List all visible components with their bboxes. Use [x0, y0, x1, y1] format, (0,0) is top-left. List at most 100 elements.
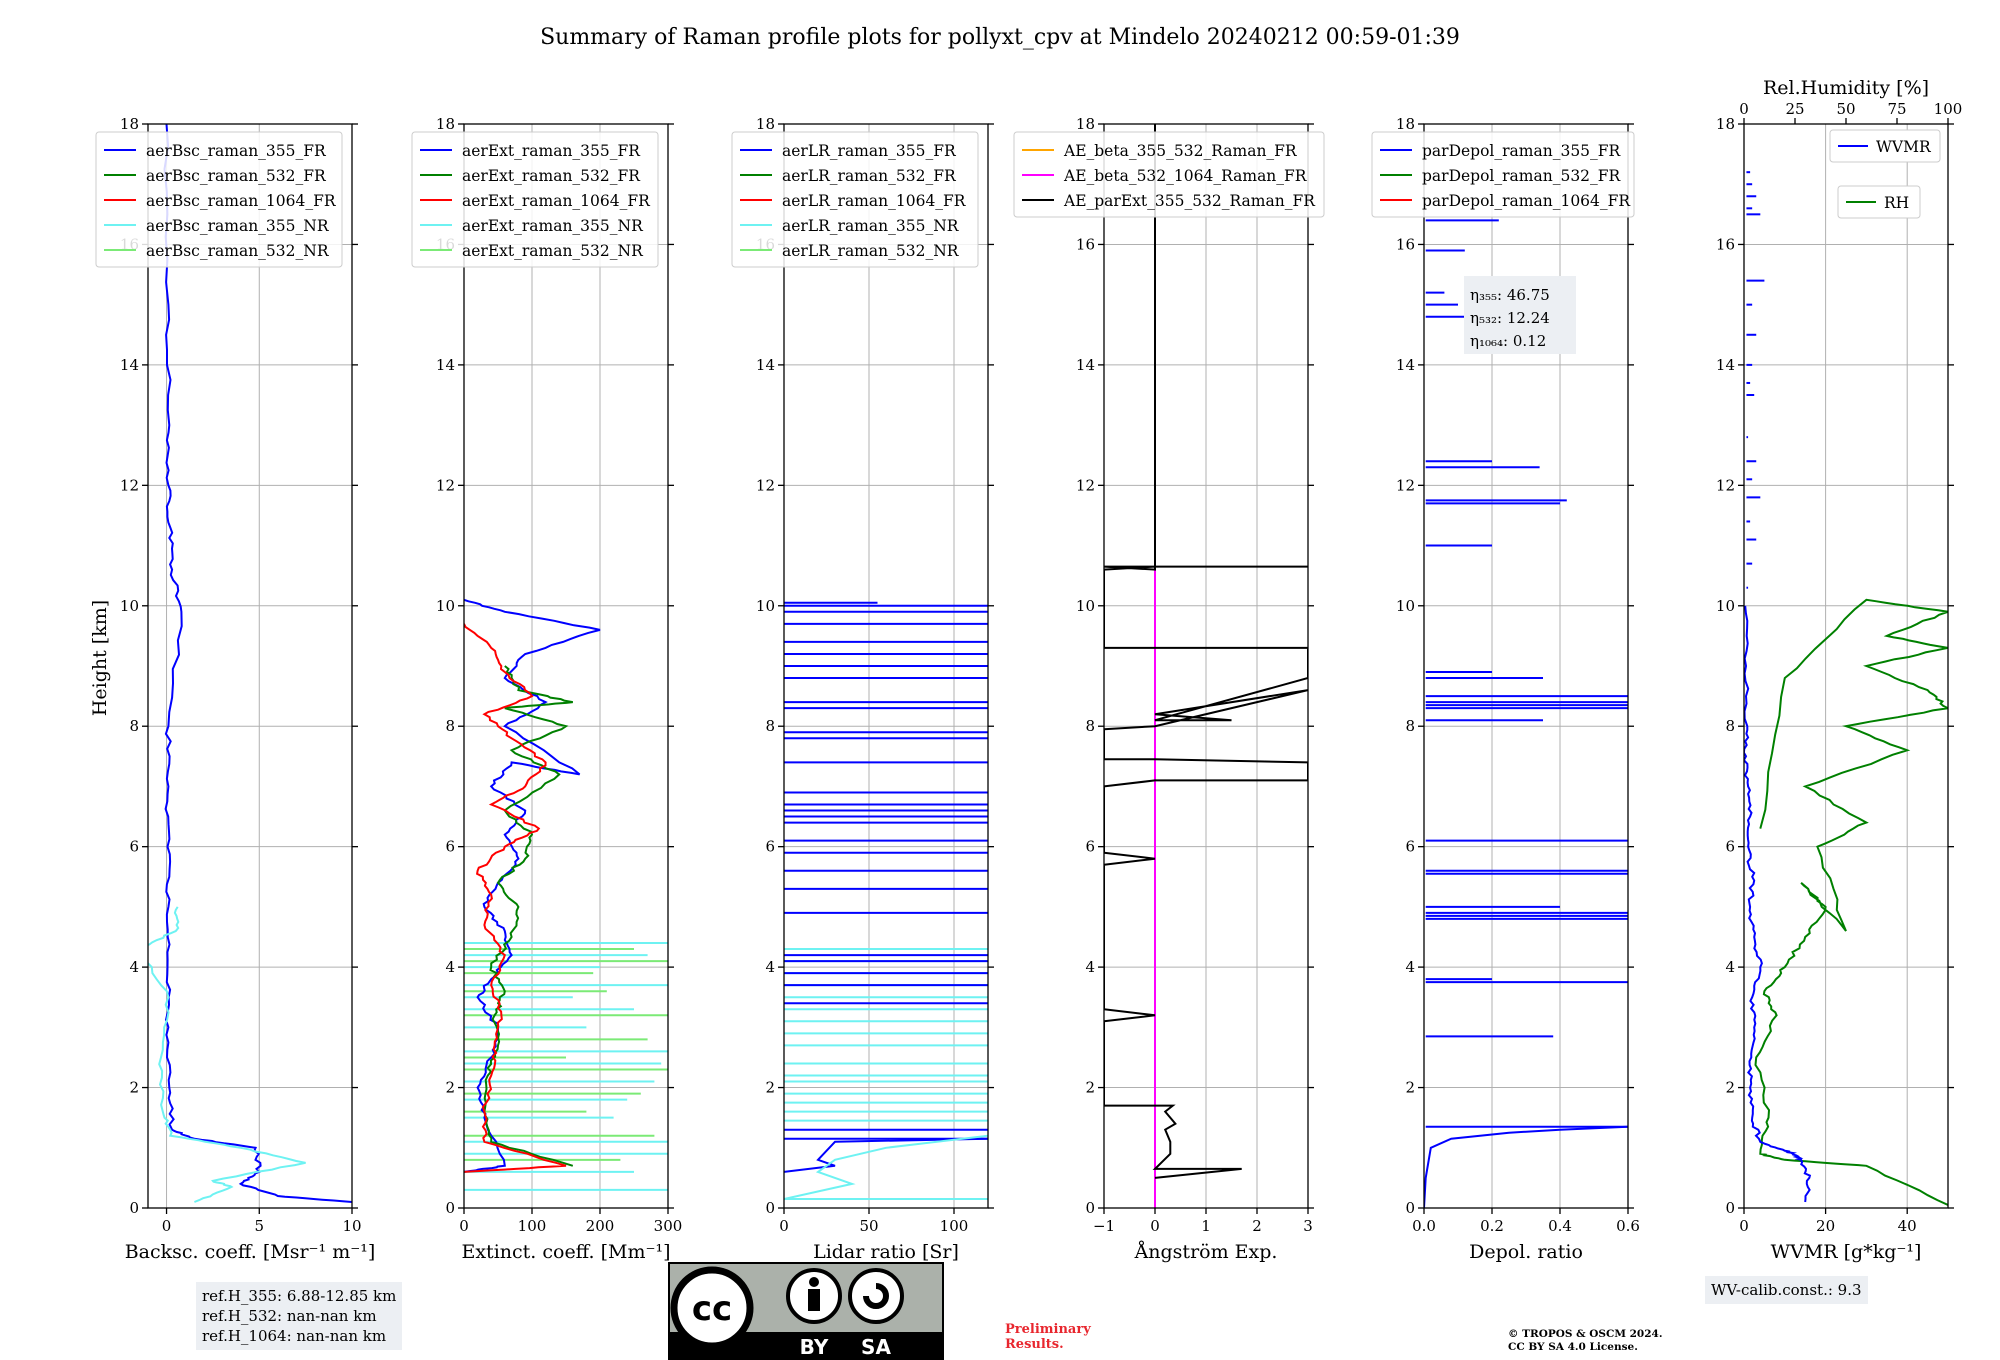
xtick-label: 2: [1252, 1217, 1262, 1235]
ytick-label: 12: [120, 476, 139, 494]
legend-depol: parDepol_raman_355_FR parDepol_raman_532_…: [1371, 131, 1635, 218]
ytick-label: 18: [1076, 115, 1095, 133]
legend-label: aerBsc_raman_532_FR: [146, 167, 327, 185]
series-lr-aerlr-raman-355-nr-profile: [784, 1134, 988, 1200]
ytick-label: 2: [1085, 1079, 1095, 1097]
legend-label: aerExt_raman_1064_FR: [462, 192, 651, 210]
by-person-head: [809, 1277, 819, 1287]
ytick-label: 10: [120, 597, 139, 615]
copyright-line1: © TROPOS & OSCM 2024.: [1508, 1328, 1663, 1340]
x2label-wv: Rel.Humidity [%]: [1763, 77, 1929, 99]
by-label: BY: [800, 1335, 829, 1359]
legend-box: [1371, 131, 1635, 218]
ytick-label: 4: [1725, 958, 1735, 976]
plot-area-lr: [784, 601, 988, 1200]
ytick-label: 4: [765, 958, 775, 976]
xlabel-bsc: Backsc. coeff. [Msr⁻¹ m⁻¹]: [125, 1241, 376, 1263]
preliminary-line1: Preliminary: [1005, 1322, 1091, 1337]
legend-box: [95, 131, 343, 268]
ytick-label: 6: [1405, 838, 1415, 856]
ytick-label: 0: [445, 1199, 455, 1217]
ytick-label: 6: [1725, 838, 1735, 856]
legend-label: aerBsc_raman_355_NR: [146, 217, 330, 235]
ytick-label: 18: [1396, 115, 1415, 133]
ytick-label: 2: [129, 1079, 139, 1097]
series-ext-aerext-raman-1064-fr: [464, 623, 567, 1173]
ref-h-532: ref.H_532: nan-nan km: [202, 1307, 377, 1325]
ref-h-1064: ref.H_1064: nan-nan km: [202, 1327, 387, 1345]
ytick-label: 16: [1716, 235, 1735, 253]
series-lr-aerlr-raman-355-fr-profile: [784, 1137, 988, 1173]
ytick-label: 0: [129, 1199, 139, 1217]
shared-ylabel: Height [km]: [89, 600, 111, 716]
plot-area-depol: [1424, 219, 1628, 1208]
legend-label: aerLR_raman_355_NR: [782, 217, 960, 235]
ytick-label: 0: [765, 1199, 775, 1217]
ytick-label: 6: [445, 838, 455, 856]
xlabel-lr: Lidar ratio [Sr]: [813, 1241, 959, 1263]
legend-wv-0: WVMR: [1829, 129, 1941, 163]
ytick-label: 2: [1405, 1079, 1415, 1097]
series-ext-aerext-raman-532-fr: [483, 665, 574, 1167]
ytick-label: 8: [1085, 717, 1095, 735]
wv-calib-note: WV-calib.const.: 9.3: [1705, 1276, 1868, 1304]
ytick-label: 14: [756, 356, 775, 374]
xtick-label: 10: [342, 1217, 361, 1235]
xlabel-depol: Depol. ratio: [1469, 1241, 1583, 1263]
ytick-label: 8: [129, 717, 139, 735]
legend-label: AE_parExt_355_532_Raman_FR: [1063, 192, 1316, 210]
sa-label: SA: [861, 1335, 891, 1359]
series-wv-wvmr: [1744, 605, 1812, 1203]
xtick-label: 0.4: [1548, 1217, 1572, 1235]
xlabel-wv: WVMR [g*kg⁻¹]: [1771, 1241, 1922, 1263]
legend-label: aerExt_raman_355_NR: [462, 217, 644, 235]
ytick-label: 18: [436, 115, 455, 133]
series-bsc-aerbsc-raman-355-fr: [163, 124, 352, 1203]
ytick-label: 16: [1396, 235, 1415, 253]
xtick-label: 0.0: [1412, 1217, 1436, 1235]
ytick-label: 16: [1076, 235, 1095, 253]
xtick-label: 100: [940, 1217, 969, 1235]
ytick-label: 12: [436, 476, 455, 494]
legend-label: AE_beta_355_532_Raman_FR: [1063, 142, 1298, 160]
ytick-label: 6: [129, 838, 139, 856]
xtick-label: 0: [1150, 1217, 1160, 1235]
ytick-label: 2: [765, 1079, 775, 1097]
ytick-label: 4: [1405, 958, 1415, 976]
panel-depol: 0 2 4 6 8 10 12 14 16 18 0.0 0.2 0.4 0.6 Depol. ratio p…: [1371, 115, 1640, 1263]
xtick-label: 1: [1201, 1217, 1211, 1235]
xtick-label: −1: [1093, 1217, 1115, 1235]
legend-box: [1013, 131, 1325, 218]
xtick-label: 0.2: [1480, 1217, 1504, 1235]
xtick-label: 200: [586, 1217, 615, 1235]
ytick-label: 18: [120, 115, 139, 133]
series-ae-ae-parext-355-532-raman-fr: [1104, 124, 1308, 1179]
legend-box: [1837, 185, 1921, 219]
ref-h-355: ref.H_355: 6.88-12.85 km: [202, 1287, 397, 1305]
ytick-label: 18: [756, 115, 775, 133]
axes-frame-ext: [463, 123, 669, 1209]
panel-lr: 024681012141618050100Lidar ratio [Sr]aer…: [731, 115, 994, 1263]
legend-label: WVMR: [1876, 138, 1932, 156]
ytick-label: 10: [1396, 597, 1415, 615]
ytick-label: 2: [1725, 1079, 1735, 1097]
sa-icon: [848, 1268, 904, 1324]
ytick-label: 4: [129, 958, 139, 976]
xtick-label: 0.6: [1616, 1217, 1640, 1235]
legend-box: [1829, 129, 1941, 163]
ytick-label: 12: [1716, 476, 1735, 494]
legend-wv-1: RH: [1837, 185, 1921, 219]
legend-label: aerLR_raman_1064_FR: [782, 192, 967, 210]
x2tick-label: 0: [1739, 100, 1749, 118]
ytick-label: 14: [120, 356, 139, 374]
ytick-label: 12: [1076, 476, 1095, 494]
ytick-label: 14: [1716, 356, 1735, 374]
ytick-label: 0: [1725, 1199, 1735, 1217]
ytick-label: 10: [1076, 597, 1095, 615]
xtick-label: 20: [1816, 1217, 1835, 1235]
legend-ae: AE_beta_355_532_Raman_FR AE_beta_532_1064…: [1013, 131, 1325, 218]
legend-ext: aerExt_raman_355_FR aerExt_raman_532_FRae…: [411, 131, 659, 268]
legend-label: RH: [1884, 194, 1909, 212]
